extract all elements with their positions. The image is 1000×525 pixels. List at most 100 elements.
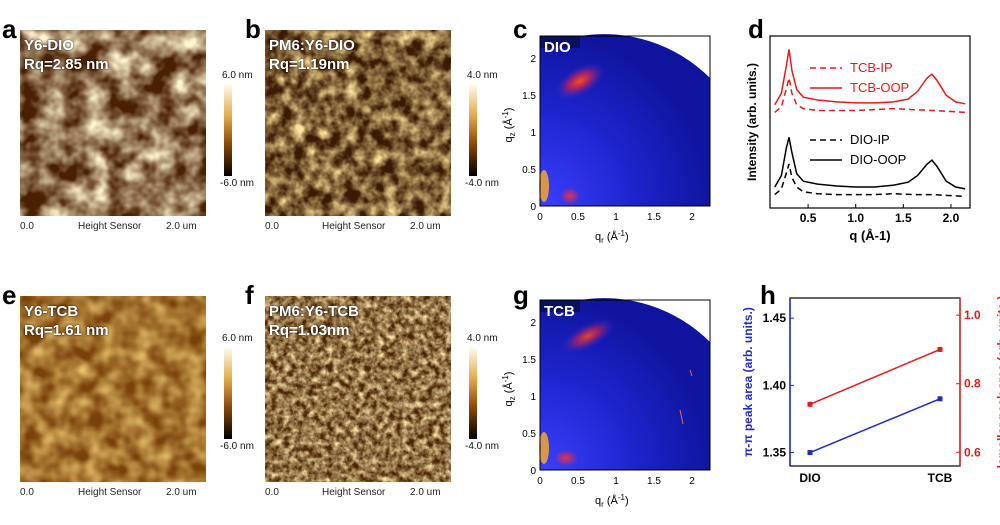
x-tick: 2 [689,476,695,487]
x-label: qr (Å-1) [595,229,629,245]
series-line-tcb-ip [774,77,966,114]
y-axis: 0 0.5 1 1.5 2 qz (Å-1) [501,318,536,477]
series-line-dio-ip [774,163,966,198]
y-tick: 1.5 [522,355,536,366]
intensity-chart: 0.5 1.0 1.5 2.0 q (Å-1) Intensity (arb. units… [745,35,971,243]
afm-axis-start: 0.0 [265,221,279,232]
y-tick: 1 [530,392,536,403]
afm-axis-end: 2.0 um [410,487,441,498]
panel-label-h: h [760,280,776,310]
y-tick: 0.5 [522,429,536,440]
plot-frame [789,297,961,467]
plot-frame [769,35,971,209]
data-point [937,346,943,352]
afm-image-pm6-y6-tcb: PM6:Y6-TCB Rq=1.03nm [265,296,451,482]
x-tick-label: 0.5 [800,211,817,225]
afm-title: Y6-TCB Rq=1.61 nm [24,303,109,339]
colorbar-max: 6.0 nm [222,333,253,344]
data-point [807,450,813,456]
colorbar-min: -4.0 nm [465,178,499,189]
colorbar-max: 4.0 nm [467,333,498,344]
y-tick: 1 [530,128,536,139]
legend-label: DIO-OOP [850,152,906,167]
x-tick: 0.5 [571,476,585,487]
panel-label-a: a [2,14,17,44]
colorbar [224,84,232,176]
x-tick: 1.5 [647,476,661,487]
y-tick: 2 [530,318,536,329]
y-tick: 1.5 [522,91,536,102]
afm-axis-caption: Height Sensor [322,487,386,498]
x-tick-label: 2.0 [943,211,960,225]
right-axis-label: lamellar peak area (arb. units.) [995,296,1000,469]
series-line [809,398,941,454]
x-tick: 0 [537,476,543,487]
colorbar [469,347,477,439]
y-label: qz (Å-1) [501,372,517,407]
afm-axis-end: 2.0 um [166,487,197,498]
y-axis: 0 0.5 1 1.5 2 qz (Å-1) [501,54,536,213]
x-tick: 1 [613,212,619,223]
giwaxs-pattern-dio: DIO 0 0.5 1 1.5 2 qr (Å-1) 0 0.5 1 1.5 2… [501,32,711,245]
colorbar-min: -6.0 nm [220,178,254,189]
afm-texture [20,30,206,216]
afm-title: Y6-DIO Rq=2.85 nm [24,37,109,73]
afm-axis-start: 0.0 [20,221,34,232]
x-tick: 0.5 [571,212,585,223]
category-label: DIO [799,471,820,485]
x-axis: 0 0.5 1 1.5 2 qr (Å-1) [537,212,695,245]
legend-label: TCB-IP [850,60,893,75]
series-line-dio-oop [774,137,966,190]
x-tick-label: 1.0 [847,211,864,225]
colorbar-max: 4.0 nm [467,70,498,81]
x-tick: 2 [689,212,695,223]
right-tick-label: 0.6 [964,445,981,459]
afm-title: PM6:Y6-DIO Rq=1.19nm [269,37,355,73]
panel-label-b: b [245,14,261,44]
x-tick: 0 [537,212,543,223]
y-tick: 0 [530,466,536,477]
afm-axis-start: 0.0 [265,487,279,498]
left-tick-label: 1.45 [763,311,787,325]
left-tick-label: 1.40 [763,378,787,392]
x-tick-label: 1.5 [895,211,912,225]
colorbar [224,347,232,439]
x-axis-label: q (Å-1) [849,228,890,243]
y-axis-label: Intensity (arb. units.) [745,63,759,181]
category-label: TCB [928,471,953,485]
data-point [937,396,943,402]
x-axis: 0 0.5 1 1.5 2 qr (Å-1) [537,476,695,509]
afm-image-y6-tcb: Y6-TCB Rq=1.61 nm [20,296,206,482]
afm-image-y6-dio: Y6-DIO Rq=2.85 nm [20,30,206,216]
x-label: qr (Å-1) [595,493,629,509]
afm-axis-start: 0.0 [20,487,34,498]
series-line [809,348,941,405]
left-tick-label: 1.35 [763,446,787,460]
y-tick: 2 [530,54,536,65]
legend-label: TCB-OOP [850,80,909,95]
right-tick-label: 1.0 [964,308,981,322]
afm-axis-caption: Height Sensor [78,221,142,232]
afm-texture [265,30,451,216]
afm-axis-end: 2.0 um [166,221,197,232]
afm-axis-end: 2.0 um [410,221,441,232]
legend-label: DIO-IP [850,132,890,147]
afm-title: PM6:Y6-TCB Rq=1.03nm [269,303,360,339]
afm-axis-caption: Height Sensor [78,487,142,498]
panel-label-f: f [245,280,254,310]
afm-axis-caption: Height Sensor [322,221,386,232]
y-label: qz (Å-1) [501,108,517,143]
colorbar-min: -4.0 nm [465,441,499,452]
peak-area-chart: 1.35 1.40 1.45 0.6 0.8 1.0 DIO TCB π-π peak area… [741,296,1000,485]
right-tick-label: 0.8 [964,377,981,391]
left-axis-label: π-π peak area (arb. units.) [741,307,755,457]
afm-texture [20,296,206,482]
giwaxs-tag: DIO [544,39,571,56]
giwaxs-pattern-tcb: TCB 0 0.5 1 1.5 2 qr (Å-1) 0 0.5 1 1.5 2… [501,298,711,509]
panel-label-e: e [2,280,17,310]
panel-label-d: d [748,14,764,44]
data-point [807,401,813,407]
afm-texture [265,296,451,482]
y-tick: 0 [530,202,536,213]
y-tick: 0.5 [522,165,536,176]
